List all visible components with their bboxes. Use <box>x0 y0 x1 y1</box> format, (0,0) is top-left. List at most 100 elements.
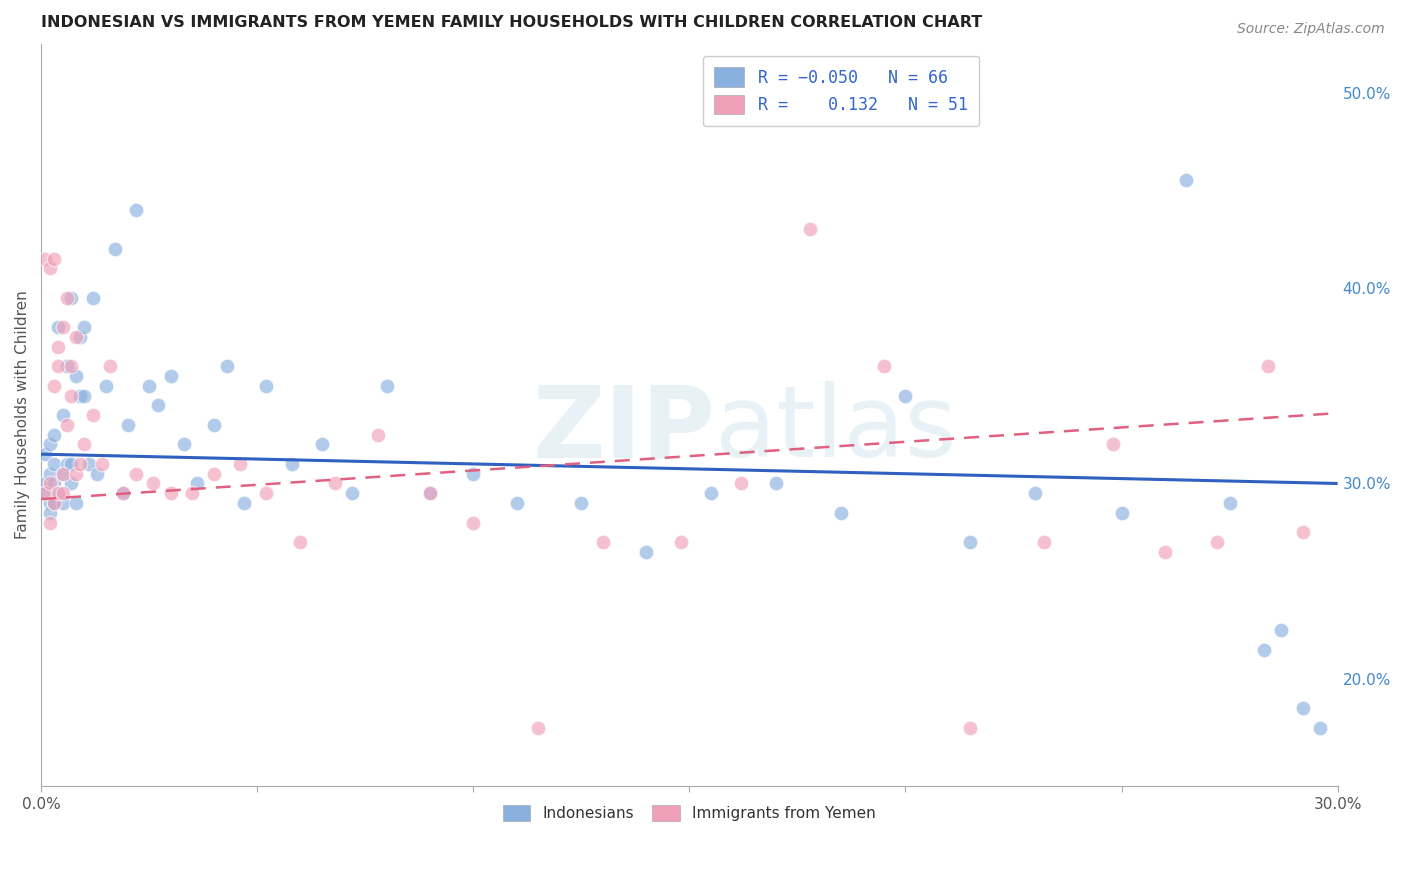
Point <box>342 486 364 500</box>
Point <box>69 388 91 402</box>
Point <box>48 486 70 500</box>
Point <box>82 291 104 305</box>
Point <box>48 486 70 500</box>
Point <box>1153 545 1175 559</box>
Point <box>42 427 65 442</box>
Point <box>103 242 125 256</box>
Point <box>254 378 277 392</box>
Point <box>48 359 70 374</box>
Legend: Indonesians, Immigrants from Yemen: Indonesians, Immigrants from Yemen <box>496 799 882 827</box>
Point <box>86 467 108 481</box>
Point <box>323 476 346 491</box>
Point <box>117 417 139 432</box>
Point <box>569 496 592 510</box>
Point <box>159 486 181 500</box>
Point <box>1102 437 1125 451</box>
Point <box>42 496 65 510</box>
Point <box>799 222 821 236</box>
Point <box>38 437 60 451</box>
Point <box>60 457 83 471</box>
Point <box>56 457 79 471</box>
Point <box>56 417 79 432</box>
Point <box>1309 721 1331 735</box>
Point <box>52 467 75 481</box>
Text: ZIP: ZIP <box>533 382 716 478</box>
Point <box>254 486 277 500</box>
Point <box>65 467 87 481</box>
Point <box>60 291 83 305</box>
Point <box>52 467 75 481</box>
Point <box>38 467 60 481</box>
Point <box>173 437 195 451</box>
Point <box>1270 623 1292 637</box>
Point <box>112 486 135 500</box>
Text: Source: ZipAtlas.com: Source: ZipAtlas.com <box>1237 22 1385 37</box>
Point <box>69 457 91 471</box>
Point <box>48 320 70 334</box>
Point <box>38 476 60 491</box>
Point <box>233 496 256 510</box>
Point <box>34 447 56 461</box>
Point <box>52 408 75 422</box>
Point <box>112 486 135 500</box>
Point <box>48 340 70 354</box>
Point <box>65 330 87 344</box>
Point <box>1292 701 1315 715</box>
Point <box>592 535 614 549</box>
Point <box>215 359 238 374</box>
Point <box>38 496 60 510</box>
Point <box>60 388 83 402</box>
Point <box>1024 486 1046 500</box>
Point <box>765 476 787 491</box>
Point <box>1205 535 1227 549</box>
Y-axis label: Family Households with Children: Family Households with Children <box>15 291 30 540</box>
Point <box>42 496 65 510</box>
Point <box>82 408 104 422</box>
Point <box>894 388 917 402</box>
Point <box>636 545 658 559</box>
Point <box>281 457 304 471</box>
Point <box>229 457 252 471</box>
Point <box>52 486 75 500</box>
Point <box>202 417 225 432</box>
Point <box>1257 359 1279 374</box>
Point <box>1219 496 1241 510</box>
Point <box>94 378 117 392</box>
Point <box>38 506 60 520</box>
Point <box>202 467 225 481</box>
Point <box>142 476 165 491</box>
Point <box>125 467 148 481</box>
Point <box>42 252 65 266</box>
Point <box>375 378 398 392</box>
Point <box>669 535 692 549</box>
Point <box>38 516 60 530</box>
Point <box>873 359 896 374</box>
Point <box>1175 173 1198 187</box>
Point <box>1032 535 1054 549</box>
Point <box>311 437 333 451</box>
Point <box>73 320 96 334</box>
Point <box>1292 525 1315 540</box>
Point <box>186 476 208 491</box>
Point <box>34 476 56 491</box>
Point <box>159 368 181 383</box>
Text: INDONESIAN VS IMMIGRANTS FROM YEMEN FAMILY HOUSEHOLDS WITH CHILDREN CORRELATION : INDONESIAN VS IMMIGRANTS FROM YEMEN FAMI… <box>41 15 983 30</box>
Point <box>73 388 96 402</box>
Point <box>52 496 75 510</box>
Point <box>34 486 56 500</box>
Point <box>1111 506 1133 520</box>
Point <box>69 330 91 344</box>
Point <box>90 457 112 471</box>
Point <box>42 457 65 471</box>
Point <box>42 378 65 392</box>
Point <box>463 516 485 530</box>
Point <box>138 378 160 392</box>
Point <box>77 457 100 471</box>
Point <box>730 476 752 491</box>
Point <box>367 427 389 442</box>
Point <box>34 252 56 266</box>
Point <box>959 721 981 735</box>
Point <box>65 496 87 510</box>
Point <box>419 486 441 500</box>
Point <box>1253 642 1275 657</box>
